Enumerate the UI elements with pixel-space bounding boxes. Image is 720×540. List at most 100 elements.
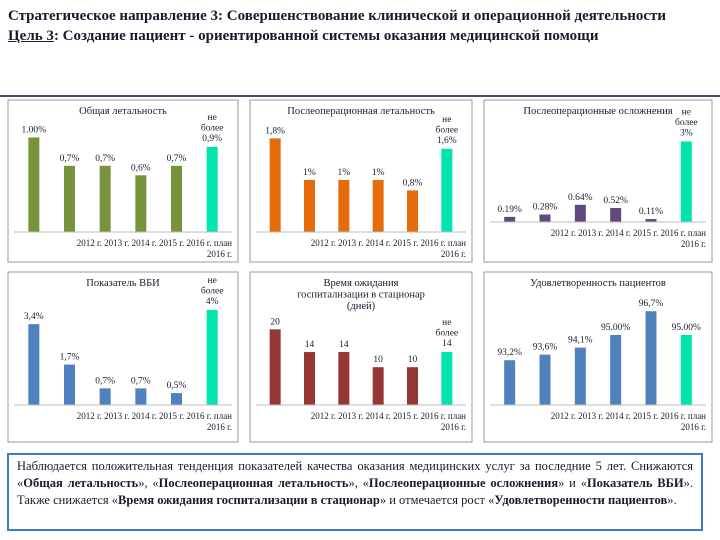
bar [28,137,40,232]
bar [338,180,350,232]
note-text-4: » и « [558,476,587,490]
chart-title: Удовлетворенность пациентов [530,278,666,289]
chart-postop_complications: Послеоперационные осложнения 0.19% 0.28% 0.… [483,99,713,263]
category-labels: 2012 г. 2013 г. 2014 г. 2015 г. 2016 г. … [77,411,232,421]
chart-title: Общая летальность [79,106,167,117]
bar [372,180,384,232]
bar-plan [206,146,218,232]
data-label: 3,4% [24,312,44,322]
bar [645,219,657,222]
category-label-plan-year: 2016 г. [441,422,466,432]
category-label-plan-year: 2016 г. [207,249,232,259]
bar [504,360,516,405]
bar [64,165,75,232]
bar-plan [441,352,453,405]
chart-frame [483,271,713,443]
data-label: не более 3% [675,107,698,138]
data-label: 0.11% [639,207,663,217]
goal-heading: Цель 3: Создание пациент - ориентированн… [8,26,708,46]
bar-plan [680,335,692,405]
chart-title: Послеоперационная летальность [287,106,435,117]
bar [645,311,657,405]
bar [504,216,516,222]
data-label: не более 1,6% [436,115,459,146]
bar [99,388,111,405]
data-label: 20 [270,317,280,327]
category-label-plan-year: 2016 г. [441,249,466,259]
chart-satisfaction: Удовлетворенность пациентов 93,2% 93,6% 94,… [483,271,713,443]
note-bold-hai: Показатель ВБИ [586,476,684,490]
data-label: 0.28% [533,202,558,212]
title-divider [0,95,720,97]
data-label: 1,7% [60,353,80,363]
bar [171,393,182,405]
chart-title: Показатель ВБИ [86,278,160,289]
chart-frame [7,99,239,263]
data-label: 0.64% [568,193,593,203]
summary-note: Наблюдается положительная тенденция пока… [7,453,703,531]
data-label: 0,7% [95,154,115,164]
data-label: 0.19% [497,205,522,215]
strategy-heading: Стратегическое направление 3: Совершенст… [8,8,667,24]
bar [28,324,40,405]
bar [574,347,586,405]
data-label: 10 [408,355,418,365]
bar [304,352,315,405]
chart-wait_time: Время ожидания госпитализации в стационар… [249,271,473,443]
data-label: 0,7% [131,376,151,386]
page-title: Стратегическое направление 3: Совершенст… [8,6,708,46]
chart-title: Послеоперационные осложнения [523,106,672,117]
data-label: 1% [372,168,385,178]
data-label: 0.52% [603,196,628,206]
data-label: 94,1% [568,336,593,346]
chart-hai: Показатель ВБИ 3,4% 1,7% 0,7% 0,7% 0,5% не боле… [7,271,239,443]
category-labels: 2012 г. 2013 г. 2014 г. 2015 г. 2016 г. … [77,238,232,248]
data-label: не более 4% [201,276,224,307]
chart-frame [7,271,239,443]
data-label: не более 0,9% [201,113,224,144]
bar-plan [206,309,218,405]
category-label-plan-year: 2016 г. [207,422,232,432]
data-label: 95.00% [601,323,630,333]
bar [99,165,111,232]
note-text-1: Наблюдается положительная тенденция пока… [17,459,693,490]
bar [135,388,147,405]
chart-frame [249,99,473,263]
note-text-7: ». [667,493,677,507]
data-label: 1% [337,168,350,178]
category-label-plan-year: 2016 г. [681,422,706,432]
data-label: не более 14 [436,318,459,349]
bar [269,329,281,405]
note-text-6: » и отмечается рост « [379,493,495,507]
category-labels: 2012 г. 2013 г. 2014 г. 2015 г. 2016 г. … [311,411,466,421]
category-labels: 2012 г. 2013 г. 2014 г. 2015 г. 2016 г. … [551,411,706,421]
goal-text: : Создание пациент - ориентированной сис… [53,28,599,44]
note-text-5: ». Также снижается « [17,476,693,507]
data-label: 1.00% [22,125,47,135]
data-label: 1% [303,168,316,178]
bar [539,214,551,222]
chart-mortality: Общая летальность 1.00% 0,7% 0,7% 0,6% 0,7% не… [7,99,239,263]
bar [610,208,622,222]
data-label: 10 [373,355,383,365]
bar [304,180,315,232]
data-label: 95.00% [672,323,701,333]
bar [338,352,350,405]
data-label: 0,6% [131,163,151,173]
note-bold-postop-mortality: Послеоперационная летальность [158,476,349,490]
data-label: 93,6% [533,343,558,353]
data-label: 14 [339,340,349,350]
bar [135,175,147,232]
bar [407,190,418,232]
bar [539,354,551,405]
bar [372,367,384,405]
data-label: 0,7% [95,376,115,386]
bar [407,367,418,405]
note-bold-mortality: Общая летальность [23,476,139,490]
note-text-2: », « [138,476,159,490]
data-label: 96,7% [639,299,664,309]
chart-frame [483,99,713,263]
bar [269,138,281,232]
